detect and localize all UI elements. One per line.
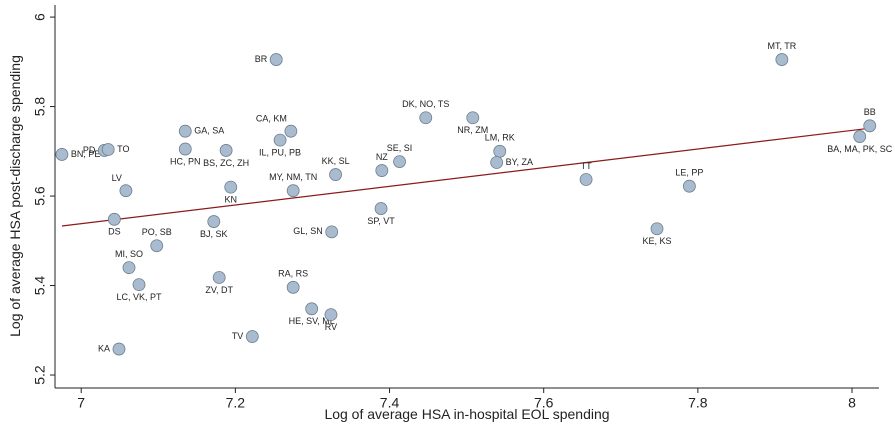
y-tick-label: 5.2 (32, 365, 48, 385)
scatter-point (178, 142, 192, 156)
scatter-point (112, 342, 126, 356)
scatter-point (101, 143, 115, 156)
scatter-point (245, 330, 259, 343)
point-label: SE, SI (387, 143, 413, 153)
scatter-point (269, 53, 283, 66)
point-label: KK, SL (322, 156, 350, 166)
scatter-point (150, 239, 164, 253)
point-label: NR, ZM (457, 125, 488, 135)
point-label: PO, SB (142, 227, 172, 237)
scatter-point (853, 130, 867, 143)
scatter-point (419, 111, 433, 125)
x-axis-title: Log of average HSA in-hospital EOL spend… (324, 406, 609, 422)
point-label: KN (224, 194, 237, 204)
x-tick-label: 7.8 (688, 395, 708, 411)
x-tick-label: 7 (77, 395, 85, 411)
scatter-point (286, 280, 300, 294)
point-label: CA, KM (256, 114, 287, 124)
scatter-point (493, 144, 507, 158)
point-label: GA, SA (194, 126, 224, 136)
y-tick-label: 6 (32, 13, 48, 21)
scatter-point (284, 124, 298, 138)
scatter-point (375, 164, 389, 177)
scatter-point (119, 184, 133, 198)
point-label: HC, PN (170, 156, 201, 166)
point-label: MI, SO (115, 249, 143, 259)
scatter-point (178, 124, 192, 138)
scatter-point (132, 278, 146, 292)
point-label: TV (232, 331, 244, 341)
scatter-point (374, 202, 388, 215)
point-label: IL, PU, PB (259, 147, 301, 157)
point-label: BB (864, 107, 876, 117)
point-label: KA (98, 343, 110, 353)
point-label: MY, NM, TN (269, 172, 317, 182)
point-label: ZV, DT (205, 285, 233, 295)
x-tick-label: 7.6 (534, 395, 554, 411)
point-label: RV (325, 322, 337, 332)
scatter-point (122, 261, 136, 275)
x-tick-label: 7.2 (226, 395, 246, 411)
scatter-point (775, 53, 789, 66)
y-tick-label: 5.8 (32, 97, 48, 117)
point-label: DK, NO, TS (402, 99, 449, 109)
point-label: BJ, SK (200, 229, 228, 239)
point-label: BY, ZA (506, 157, 533, 167)
scatter-point (490, 156, 504, 169)
point-label: KE, KS (642, 236, 671, 246)
fit-line (61, 127, 872, 227)
point-label: PD (83, 145, 96, 155)
point-label: GL, SN (293, 226, 323, 236)
scatter-point (579, 173, 593, 186)
y-axis-title: Log of average HSA post-discharge spendi… (7, 55, 23, 337)
point-label: TT (581, 161, 592, 171)
scatter-point (325, 225, 339, 239)
point-label: LC, VK, PT (117, 292, 163, 302)
scatter-point (324, 308, 338, 322)
scatter-point (863, 119, 877, 133)
scatter-point (55, 148, 69, 161)
point-label: TO (117, 144, 129, 154)
x-tick-label: 8 (848, 395, 856, 411)
point-label: MT, TR (767, 41, 796, 51)
point-label: HE, SV, ML (289, 316, 335, 326)
point-label: DS (108, 227, 121, 237)
point-label: SP, VT (367, 216, 395, 226)
point-label: BA, MA, PK, SC (827, 144, 893, 154)
point-label: BS, ZC, ZH (203, 158, 249, 168)
point-label: NZ (376, 152, 388, 162)
point-label: BR (255, 54, 268, 64)
scatter-point (107, 212, 121, 226)
scatter-point (393, 155, 406, 169)
scatter-point (305, 302, 319, 316)
scatter-point (682, 179, 696, 193)
scatter-point (207, 215, 221, 228)
point-label: LV (112, 173, 122, 183)
scatter-point (273, 133, 287, 147)
scatter-point (219, 144, 233, 157)
y-tick-label: 5.4 (32, 276, 48, 296)
point-label: BN, PE (71, 149, 101, 159)
point-label: LM, RK (485, 133, 515, 143)
scatter-point (224, 180, 238, 194)
point-label: LE, PP (675, 168, 703, 178)
x-tick-label: 7.4 (380, 395, 400, 411)
scatter-point (212, 271, 226, 284)
point-label: RA, RS (278, 269, 308, 279)
y-tick-label: 5.6 (32, 186, 48, 206)
scatter-point (329, 168, 342, 181)
scatter-point (650, 222, 664, 236)
scatter-point (286, 184, 300, 198)
scatter-point (466, 111, 480, 125)
